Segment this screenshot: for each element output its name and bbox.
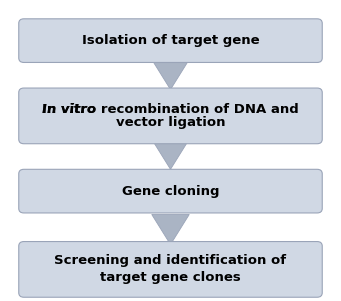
Polygon shape bbox=[152, 59, 189, 90]
FancyBboxPatch shape bbox=[19, 88, 322, 144]
Polygon shape bbox=[152, 139, 189, 169]
FancyBboxPatch shape bbox=[19, 169, 322, 213]
Text: Gene cloning: Gene cloning bbox=[122, 185, 219, 198]
FancyBboxPatch shape bbox=[19, 241, 322, 297]
Text: Isolation of target gene: Isolation of target gene bbox=[82, 34, 259, 47]
Text: vector ligation: vector ligation bbox=[116, 116, 225, 129]
FancyBboxPatch shape bbox=[19, 19, 322, 63]
Text: In vitro: In vitro bbox=[42, 103, 96, 116]
Polygon shape bbox=[152, 214, 189, 244]
Text: In vitro recombination of DNA and: In vitro recombination of DNA and bbox=[42, 103, 299, 116]
Text: In vitro: In vitro bbox=[0, 300, 1, 301]
Text: Screening and identification of
target gene clones: Screening and identification of target g… bbox=[55, 254, 286, 284]
